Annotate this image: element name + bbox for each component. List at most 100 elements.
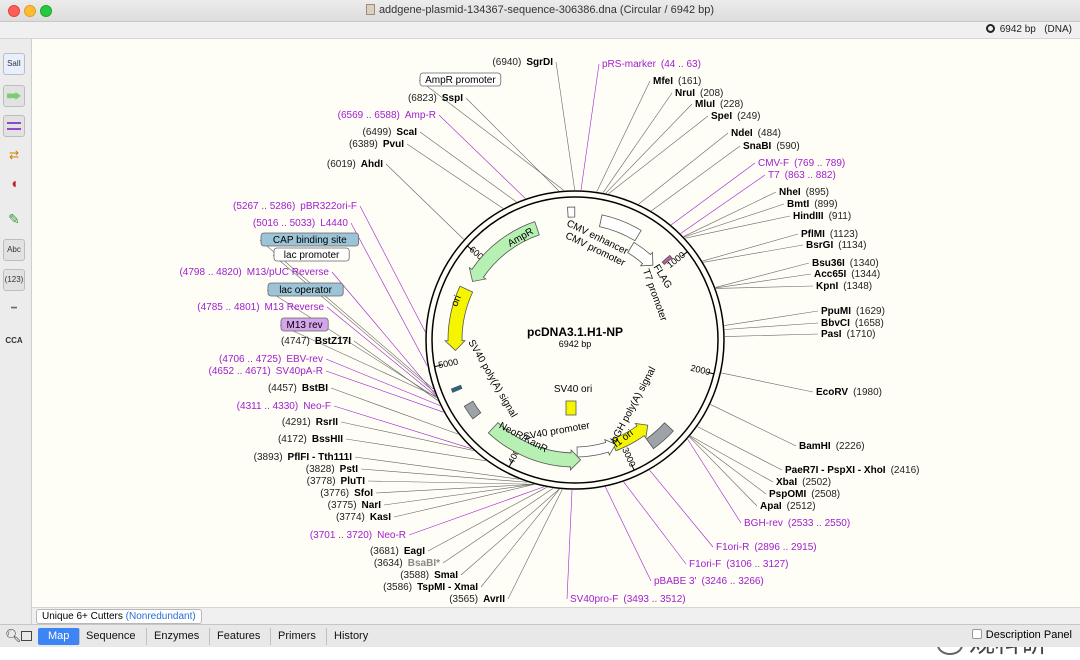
guide-line	[330, 387, 459, 435]
orf-tool[interactable]: ⇄	[3, 145, 25, 167]
primer-label: F1ori-R (2896 .. 2915)	[716, 542, 817, 553]
guide-line	[710, 404, 797, 447]
panel-icon[interactable]	[21, 631, 32, 641]
window-title: addgene-plasmid-134367-sequence-306386.d…	[0, 4, 1080, 16]
tab-sequence[interactable]: Sequence	[76, 628, 147, 645]
zoom-window-button[interactable]	[40, 5, 52, 17]
circular-topology-icon	[985, 24, 995, 33]
primer-range: (4798 .. 4820)	[179, 267, 241, 278]
close-window-button[interactable]	[8, 5, 20, 17]
zoom-icon[interactable]: 🔍︎	[5, 628, 22, 643]
translation-tool[interactable]: CCA	[3, 331, 25, 353]
primer-label: (4785 .. 4801) M13 Reverse	[197, 302, 324, 313]
enzyme-label: MfeI (161)	[653, 76, 701, 87]
enzyme-position: (1344)	[851, 269, 880, 280]
pencil-icon: ✎	[8, 211, 20, 227]
enzyme-name: BmtI	[787, 199, 809, 210]
ruler-tool[interactable]: ┅	[3, 299, 25, 321]
enzyme-position: (6940)	[492, 57, 521, 68]
feature-sv40-promoter	[576, 438, 617, 458]
primer-name: L4440	[320, 218, 348, 229]
enzyme-position: (228)	[720, 99, 743, 110]
enzyme-label: BsrGI (1134)	[806, 240, 866, 251]
orf-arrows-icon: ⇄	[8, 148, 20, 162]
numbering-label: (123)	[4, 275, 24, 284]
primer-name: SV40pA-R	[276, 366, 323, 377]
primer-label: F1ori-F (3106 .. 3127)	[689, 559, 789, 570]
primer-name: pBABE 3'	[654, 576, 697, 587]
guide-line	[721, 372, 814, 393]
enzyme-set-selector[interactable]: Unique 6+ Cutters (Nonredundant)	[36, 609, 202, 624]
guide-line	[566, 489, 573, 600]
primer-range: (4311 .. 4330)	[237, 401, 299, 412]
enzyme-label: (3681) EagI	[370, 546, 425, 557]
minimize-window-button[interactable]	[24, 5, 36, 17]
primer-label: (4706 .. 4725) EBV-rev	[219, 354, 323, 365]
tab-features[interactable]: Features	[207, 628, 272, 645]
abc-label: Abc	[7, 245, 21, 254]
tick-label: 3000	[620, 446, 637, 468]
primer-range: (4652 .. 4671)	[208, 366, 270, 377]
enzyme-label: (3565) AvrII	[449, 594, 505, 605]
primer-range: (2896 .. 2915)	[754, 542, 816, 553]
description-panel-toggle[interactable]: Description Panel	[971, 629, 1072, 641]
restriction-enzymes-tool[interactable]: SalI	[3, 53, 25, 75]
text-tool[interactable]: Abc	[3, 239, 25, 261]
backbone-inner-strand	[431, 196, 719, 484]
rotate-tool[interactable]: ◖	[3, 173, 25, 195]
tab-history[interactable]: History	[334, 630, 369, 642]
enzyme-name: BsaBI*	[408, 558, 440, 569]
guide-line	[715, 262, 810, 288]
sequence-info-bar: 6942 bp (DNA)	[0, 22, 1080, 39]
enzyme-label: (4747) BstZ17I	[281, 336, 351, 347]
feature-f1-ori	[611, 422, 649, 452]
enzyme-name: SfoI	[354, 488, 373, 499]
tab-primers[interactable]: Primers	[268, 628, 327, 645]
feature-lac-operator	[450, 384, 463, 393]
green-arrow-icon	[7, 91, 21, 100]
enzyme-label: BmtI (899)	[787, 199, 838, 210]
guide-line	[715, 285, 814, 289]
tab-map[interactable]: Map	[38, 628, 81, 645]
feature-cmv-promoter	[627, 241, 654, 267]
boxed-label-frame	[273, 247, 350, 262]
annotate-tool[interactable]: ✎	[3, 209, 25, 231]
enzyme-name: RsrII	[316, 417, 338, 428]
enzyme-label: Bsu36I (1340)	[812, 258, 879, 269]
primer-label: (5267 .. 5286) pBR322ori-F	[233, 201, 357, 212]
enzyme-label: Acc65I (1344)	[814, 269, 880, 280]
enzyme-position: (590)	[776, 141, 799, 152]
backbone-outer-strand	[425, 190, 725, 490]
guide-line	[259, 239, 434, 390]
tick-mark	[681, 251, 688, 257]
tab-enzymes[interactable]: Enzymes	[144, 628, 211, 645]
guide-line	[279, 324, 437, 397]
enzyme-position: (911)	[829, 211, 852, 222]
sequence-type: (DNA)	[1044, 24, 1072, 35]
guide-line	[702, 233, 799, 262]
primer-name: BGH-rev	[744, 518, 783, 529]
numbering-tool[interactable]: (123)	[3, 269, 25, 291]
enzyme-label: (3774) KasI	[336, 512, 391, 523]
primer-name: T7	[768, 170, 780, 181]
primer-label: pBABE 3' (3246 .. 3266)	[654, 576, 764, 587]
guide-line	[427, 487, 547, 552]
guide-line	[724, 333, 819, 337]
cutters-strip: Unique 6+ Cutters (Nonredundant)	[32, 607, 1080, 624]
enzyme-label: (3634) BsaBI*	[374, 558, 440, 569]
enzyme-position: (4172)	[278, 434, 307, 445]
feature-ampr	[468, 221, 540, 282]
primers-tool[interactable]	[3, 115, 25, 137]
guide-line	[406, 143, 504, 209]
enzyme-label: BamHI (2226)	[799, 441, 865, 452]
plasmid-map-canvas[interactable]: 1000 2000 3000 4000 5000 6000 pcDNA3.1.H1-NP 6…	[32, 39, 1080, 658]
guide-line	[683, 203, 785, 238]
enzyme-name: SmaI	[434, 570, 458, 581]
features-tool[interactable]	[3, 85, 25, 107]
description-panel-checkbox[interactable]	[971, 629, 982, 639]
description-panel-label: Description Panel	[985, 629, 1072, 641]
enzyme-label: XbaI (2502)	[776, 477, 831, 488]
feature-neor-kanr	[487, 422, 582, 471]
guide-line	[325, 358, 441, 406]
plasmid-size: 6942 bp	[559, 339, 592, 349]
